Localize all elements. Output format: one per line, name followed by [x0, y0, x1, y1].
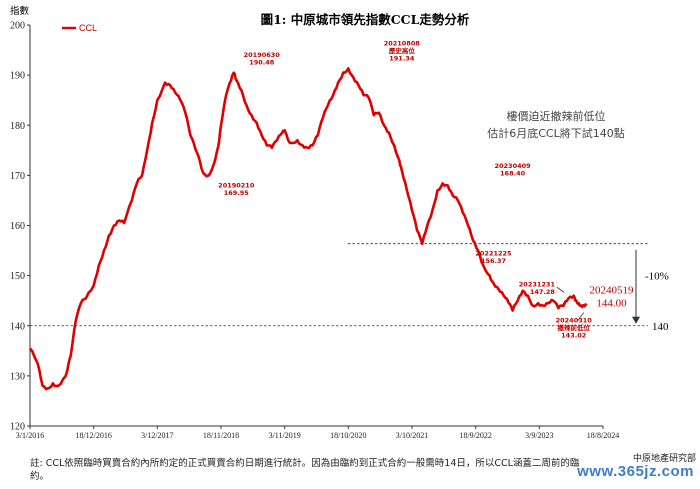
y-tick-label: 140 — [10, 321, 25, 332]
latest-date-label: 20240519 — [589, 285, 634, 297]
annotation-2022-12-25-line-2: 156.37 — [481, 257, 506, 265]
annotation-2023-04-09-line-2: 168.40 — [500, 169, 526, 177]
chart-axes: 120 130 140 150 160 170 180 190 200 3/1/2016 18/12… — [10, 21, 619, 441]
commentary-line-2: 估計6月底CCL將下試140點 — [487, 126, 624, 140]
y-tick-label: 160 — [10, 221, 25, 232]
y-tick-label: 190 — [10, 71, 25, 82]
annotation-2024-03-10-line-1: 20240310 — [556, 317, 593, 325]
annotation-2022-12-25-line-1: 20221225 — [475, 250, 512, 258]
annotation-2019-06-30-line-1: 20190630 — [244, 51, 281, 59]
x-tick-label: 3/1/2016 — [16, 431, 44, 440]
annotation-2021-08-08-line-3: 191.34 — [389, 54, 415, 62]
annotation-2021-08-08-line-2: 歷史高位 — [389, 46, 416, 55]
annotation-2019-02-10-line-2: 169.95 — [224, 189, 250, 197]
y-tick-label: 150 — [10, 271, 25, 282]
footnote: 註: CCL依照臨時買賣合約內所約定的正式買賣合約日期進行統計。因為由臨約到正式… — [30, 458, 580, 482]
annotation-2023-12-31-line-2: 147.28 — [530, 288, 556, 296]
annotation-2023-04-09-line-1: 20230409 — [494, 162, 531, 170]
x-tick-label: 18/11/2018 — [203, 431, 239, 440]
y-tick-label: 130 — [10, 371, 25, 382]
change-arrow-head — [632, 316, 640, 324]
annotation-2019-02-10-line-1: 20190210 — [218, 182, 255, 190]
x-tick-label: 3/11/2019 — [269, 431, 301, 440]
x-tick-label: 18/10/2020 — [330, 431, 366, 440]
y-tick-label: 120 — [10, 422, 25, 433]
annotation-pointer — [577, 312, 585, 321]
latest-value-label: 144.00 — [596, 298, 627, 310]
x-tick-label: 3/9/2023 — [525, 431, 553, 440]
watermark: www.365jz.com — [577, 463, 694, 480]
ccl-series-line — [28, 67, 588, 391]
y-tick-label: 200 — [10, 21, 25, 32]
annotation-2019-06-30-line-2: 190.48 — [249, 59, 275, 67]
annotation-2021-08-08-line-1: 20210808 — [384, 39, 421, 47]
x-tick-label: 3/12/2017 — [141, 431, 173, 440]
annotation-2024-03-10-line-2: 撤辣前低位 — [557, 323, 590, 332]
change-label: -10% — [645, 271, 669, 283]
chart-title: 圖1: 中原城市領先指數CCL走勢分析 — [261, 12, 470, 27]
legend-label: CCL — [79, 23, 97, 33]
commentary-line-1: 樓價迫近撤辣前低位 — [507, 109, 606, 123]
reference-lines: 140 -10% — [30, 243, 669, 333]
x-tick-label: 3/10/2021 — [396, 431, 428, 440]
annotation-2023-12-31-line-1: 20231231 — [519, 280, 556, 288]
ref-line-140-label: 140 — [652, 321, 669, 333]
source-label: 中原地產研究部 — [632, 454, 696, 464]
y-tick-label: 180 — [10, 121, 25, 132]
annotation-pointer — [556, 286, 565, 293]
y-axis-label: 指數 — [10, 5, 30, 17]
y-tick-label: 170 — [10, 171, 25, 182]
x-tick-label: 18/12/2016 — [75, 431, 111, 440]
annotation-2024-03-10-line-3: 143.02 — [561, 332, 586, 340]
x-tick-label: 18/8/2024 — [587, 431, 619, 440]
x-tick-label: 18/9/2022 — [459, 431, 491, 440]
